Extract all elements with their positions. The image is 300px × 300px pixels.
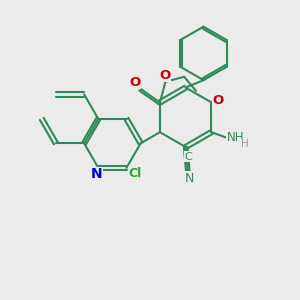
Text: O: O — [159, 69, 170, 82]
Text: N: N — [185, 172, 194, 184]
Text: C: C — [184, 152, 192, 162]
Text: O: O — [130, 76, 141, 89]
Text: NH: NH — [227, 131, 244, 144]
Text: H: H — [241, 139, 248, 149]
Text: Cl: Cl — [129, 167, 142, 180]
Text: O: O — [212, 94, 224, 107]
Text: N: N — [91, 167, 103, 181]
